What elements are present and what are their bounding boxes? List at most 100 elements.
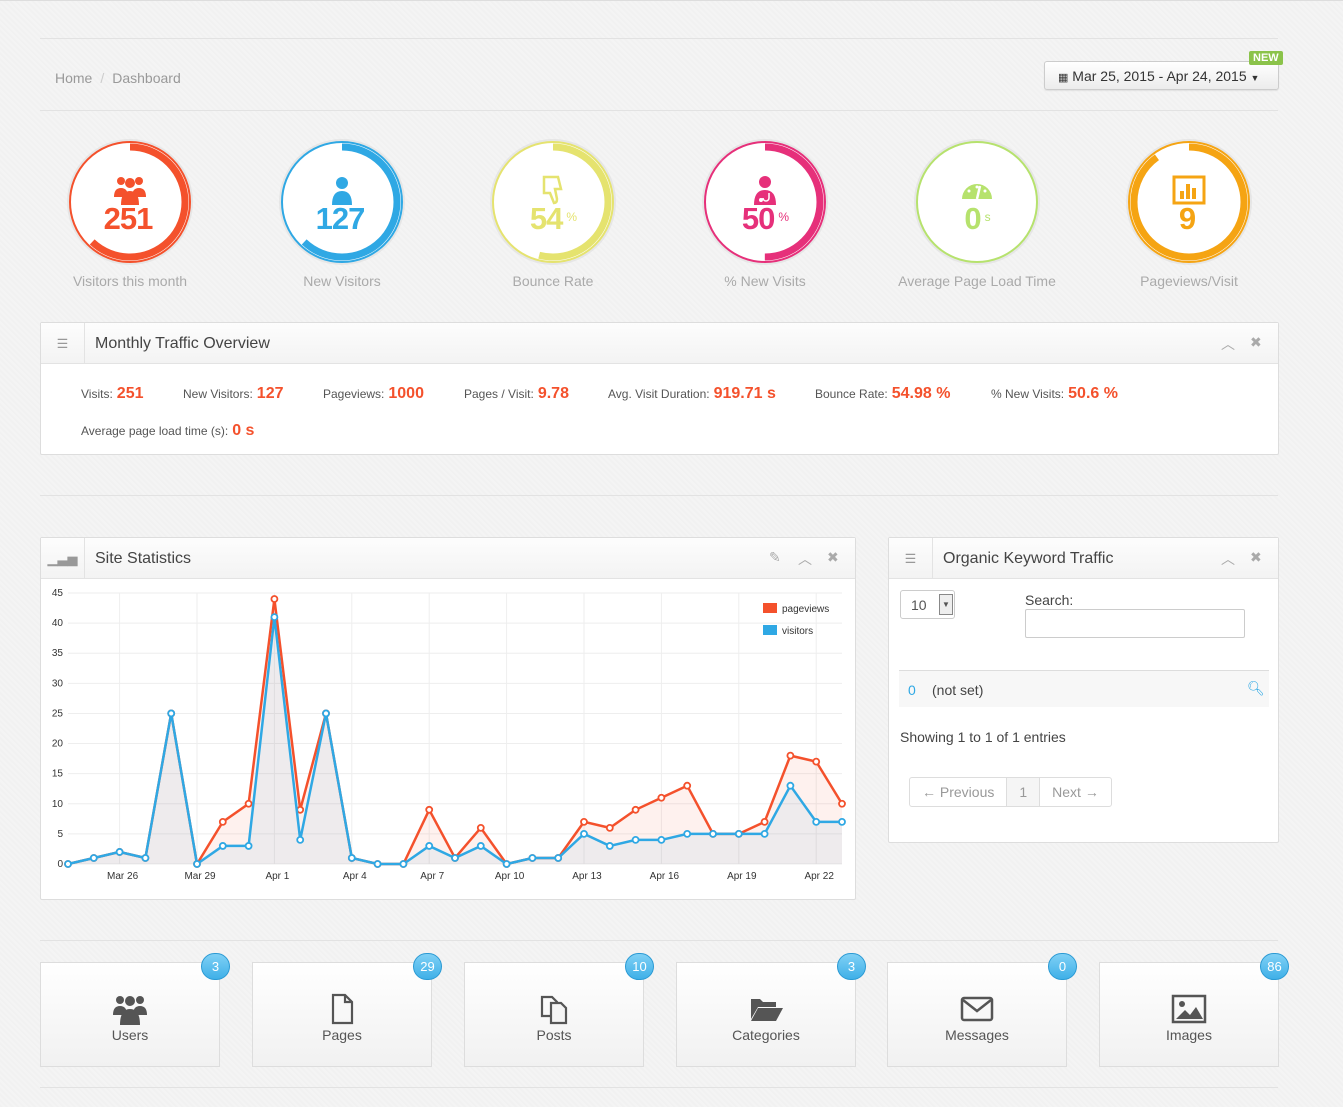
- visitors-point: [167, 709, 176, 718]
- tile-messages[interactable]: Messages: [887, 962, 1067, 1067]
- page-size-value: 10: [911, 597, 927, 613]
- breadcrumb-dashboard: Dashboard: [112, 70, 181, 86]
- visitors-point: [502, 860, 511, 868]
- search-label: Search:: [1025, 592, 1074, 608]
- collapse-icon[interactable]: ︿: [798, 551, 812, 567]
- wrench-icon[interactable]: ✎: [769, 549, 781, 565]
- count-badge: 10: [625, 953, 654, 980]
- copy-icon: [465, 993, 643, 1027]
- y-tick-label: 25: [52, 708, 64, 719]
- pageviews-point: [605, 823, 614, 832]
- gauge-visitors-this-month: 251: [65, 137, 195, 267]
- search-icon[interactable]: 🔍︎: [1247, 680, 1265, 696]
- visitors-point: [734, 829, 743, 838]
- gauge-value: 54%: [529, 201, 577, 236]
- calendar-icon: ▦: [1058, 72, 1069, 84]
- close-icon[interactable]: ✖: [827, 549, 839, 565]
- stat-item: Avg. Visit Duration: 919.71 s: [608, 385, 776, 403]
- gauge--new-visits: 50%: [700, 137, 830, 267]
- visitors-point: [838, 817, 846, 826]
- collapse-icon[interactable]: ︿: [1221, 336, 1235, 352]
- visitors-point: [554, 854, 563, 862]
- picture-icon: [1100, 993, 1278, 1027]
- dashboard-icon: [959, 175, 995, 205]
- envelope-icon: [888, 993, 1066, 1027]
- divider: [40, 38, 1278, 39]
- chevron-down-icon: ▼: [939, 594, 953, 615]
- date-range-button[interactable]: ▦ Mar 25, 2015 - Apr 24, 2015 ▼: [1044, 61, 1279, 90]
- stat-item: % New Visits: 50.6 %: [991, 385, 1118, 403]
- legend-swatch: [763, 603, 777, 613]
- stat-label: Average page load time (s):: [81, 424, 229, 438]
- bar-chart-icon: [1171, 175, 1207, 205]
- pageviews-point: [683, 781, 692, 790]
- gauge-label: % New Visits: [724, 273, 806, 289]
- count-badge: 3: [837, 953, 866, 980]
- y-tick-label: 0: [57, 859, 63, 870]
- pageviews-point: [838, 799, 846, 808]
- next-button[interactable]: Next →: [1052, 784, 1099, 800]
- visitors-point: [580, 829, 588, 838]
- close-icon[interactable]: ✖: [1250, 549, 1262, 565]
- stat-label: Pageviews:: [323, 387, 385, 401]
- top-border: [0, 0, 1343, 1]
- previous-button[interactable]: ← Previous: [910, 778, 1008, 806]
- x-tick-label: Mar 26: [107, 871, 139, 882]
- collapse-icon[interactable]: ︿: [1221, 551, 1235, 567]
- stat-item: Pageviews: 1000: [323, 385, 424, 403]
- stat-value: 127: [256, 385, 284, 402]
- x-tick-label: Apr 13: [572, 871, 602, 882]
- x-tick-label: Mar 29: [184, 871, 216, 882]
- page-size-select[interactable]: 10 ▼: [900, 590, 955, 619]
- tile-categories[interactable]: Categories: [676, 962, 856, 1067]
- x-tick-label: Apr 1: [265, 871, 289, 882]
- tile-users[interactable]: Users: [40, 962, 220, 1067]
- count-badge: 86: [1260, 953, 1289, 980]
- visitors-point: [115, 848, 124, 856]
- tile-pages[interactable]: Pages: [252, 962, 432, 1067]
- stat-label: % New Visits:: [991, 387, 1065, 401]
- pageviews-point: [580, 817, 588, 826]
- new-badge: NEW: [1249, 51, 1283, 65]
- divider: [40, 940, 1278, 941]
- caret-down-icon: ▼: [1250, 73, 1260, 83]
- page-1-button[interactable]: 1: [1007, 778, 1041, 806]
- row-count: 0: [908, 682, 916, 698]
- gauge-label: Bounce Rate: [512, 273, 594, 289]
- stat-label: Avg. Visit Duration:: [608, 387, 710, 401]
- visitors-point: [657, 836, 666, 844]
- visitors-point: [709, 829, 717, 838]
- y-tick-label: 30: [52, 678, 64, 689]
- legend-label: pageviews: [782, 604, 829, 615]
- panel-header: ▁▃▅ Site Statistics ✎ ︿ ✖: [41, 538, 855, 579]
- y-tick-label: 40: [52, 618, 64, 629]
- breadcrumb-home[interactable]: Home: [55, 70, 93, 86]
- x-tick-label: Apr 10: [495, 871, 525, 882]
- stat-value: 1000: [388, 385, 424, 402]
- stat-value: 50.6 %: [1068, 385, 1118, 402]
- visitors-point: [605, 842, 614, 850]
- close-icon[interactable]: ✖: [1250, 334, 1262, 350]
- users-icon: [41, 993, 219, 1027]
- legend-label: visitors: [782, 626, 813, 637]
- gauge-bounce-rate: 54%: [488, 137, 618, 267]
- table-info: Showing 1 to 1 of 1 entries: [900, 729, 1066, 745]
- tile-posts[interactable]: Posts: [464, 962, 644, 1067]
- signal-icon: ▁▃▅: [41, 538, 85, 579]
- tile-images[interactable]: Images: [1099, 962, 1279, 1067]
- gauge-value: 251: [103, 201, 154, 236]
- gauge-label: Visitors this month: [72, 273, 188, 289]
- legend-swatch: [763, 625, 777, 635]
- tile-label: Posts: [536, 1027, 572, 1043]
- divider: [40, 1087, 1278, 1088]
- visitors-point: [373, 860, 382, 868]
- table-row: 0 (not set) 🔍︎: [899, 670, 1269, 707]
- x-tick-label: Apr 7: [420, 871, 444, 882]
- x-tick-label: Apr 22: [804, 871, 834, 882]
- divider: [40, 495, 1278, 496]
- stat-value: 251: [116, 385, 144, 402]
- stat-label: Visits:: [81, 387, 113, 401]
- search-input[interactable]: [1025, 609, 1245, 638]
